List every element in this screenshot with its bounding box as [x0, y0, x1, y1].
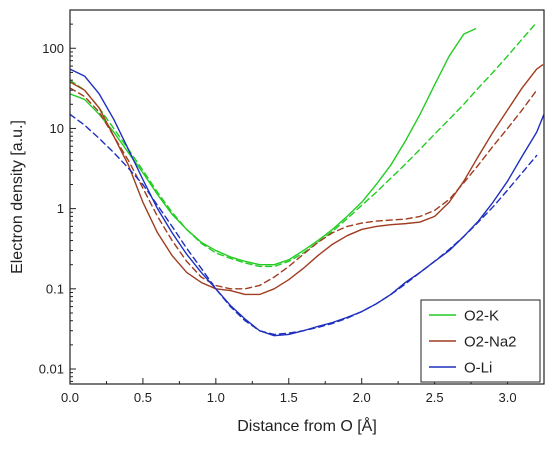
legend-items: O2-K O2-Na2 O-Li: [429, 308, 517, 377]
x-tick-label: 3.0: [498, 390, 516, 405]
legend-label: O2-K: [464, 308, 499, 325]
legend-label: O2-Na2: [464, 334, 517, 351]
series-line-2: [70, 64, 544, 296]
y-tick-label: 1: [57, 201, 64, 216]
legend: O2-K O2-Na2 O-Li: [420, 299, 541, 383]
series-line-1: [70, 21, 538, 268]
x-tick-label: 1.5: [280, 390, 298, 405]
series-line-5: [70, 113, 538, 336]
y-tick-label: 0.1: [46, 281, 64, 296]
series-line-4: [70, 68, 544, 337]
y-tick-label: 10: [50, 121, 64, 136]
y-tick-label: 0.01: [39, 361, 64, 376]
legend-label: O-Li: [464, 360, 492, 377]
plot-frame: [69, 9, 545, 385]
x-tick-label: 0.0: [61, 390, 79, 405]
series-line-3: [70, 87, 538, 290]
x-tick-label: 1.0: [207, 390, 225, 405]
series-line-0: [70, 28, 477, 266]
series-layer: [70, 21, 544, 337]
x-tick-label: 0.5: [134, 390, 152, 405]
x-axis-ticks: 0.0 0.5 1.0 1.5 2.0 2.5 3.0: [61, 378, 517, 405]
y-tick-label: 100: [42, 41, 64, 56]
y-axis-label: Electron density [a.u.]: [9, 120, 26, 274]
y-axis-ticks: 0.01 0.1 1 10 100: [39, 9, 76, 382]
x-tick-label: 2.5: [426, 390, 444, 405]
x-tick-label: 2.0: [353, 390, 371, 405]
x-axis-label: Distance from O [Å]: [237, 416, 377, 435]
